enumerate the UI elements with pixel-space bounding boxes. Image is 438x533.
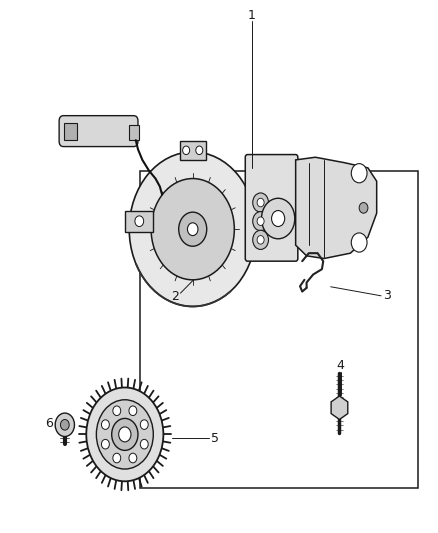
Text: 5: 5 (212, 432, 219, 445)
Circle shape (351, 233, 367, 252)
Circle shape (129, 406, 137, 416)
Circle shape (60, 419, 69, 430)
Circle shape (187, 223, 198, 236)
Circle shape (257, 217, 264, 225)
Polygon shape (296, 157, 377, 259)
Circle shape (261, 198, 295, 239)
Bar (64, 123, 77, 140)
Circle shape (135, 216, 144, 227)
Circle shape (257, 198, 264, 207)
Text: 4: 4 (337, 359, 345, 372)
Circle shape (55, 413, 74, 437)
Bar (125, 211, 153, 232)
Circle shape (140, 420, 148, 430)
FancyBboxPatch shape (245, 155, 298, 261)
Circle shape (272, 211, 285, 227)
Circle shape (112, 418, 138, 450)
Text: 1: 1 (248, 10, 256, 22)
Circle shape (113, 406, 121, 416)
Circle shape (96, 400, 153, 469)
Circle shape (196, 146, 203, 155)
Text: 3: 3 (383, 289, 391, 302)
Text: 2: 2 (171, 290, 179, 303)
Circle shape (129, 453, 137, 463)
Circle shape (253, 212, 268, 231)
Circle shape (257, 236, 264, 244)
Circle shape (129, 152, 256, 306)
Circle shape (351, 164, 367, 183)
Circle shape (102, 420, 110, 430)
Circle shape (102, 439, 110, 449)
Bar (180, 141, 206, 160)
Bar (129, 125, 139, 140)
Circle shape (140, 439, 148, 449)
Text: 6: 6 (46, 417, 53, 430)
Bar (140, 171, 418, 488)
Circle shape (253, 230, 268, 249)
Circle shape (359, 203, 368, 213)
Circle shape (86, 387, 163, 481)
Circle shape (179, 212, 207, 246)
Circle shape (253, 193, 268, 212)
Circle shape (151, 179, 234, 280)
Circle shape (119, 427, 131, 442)
Circle shape (183, 146, 190, 155)
FancyBboxPatch shape (59, 116, 138, 147)
Circle shape (113, 453, 121, 463)
Polygon shape (331, 396, 348, 419)
